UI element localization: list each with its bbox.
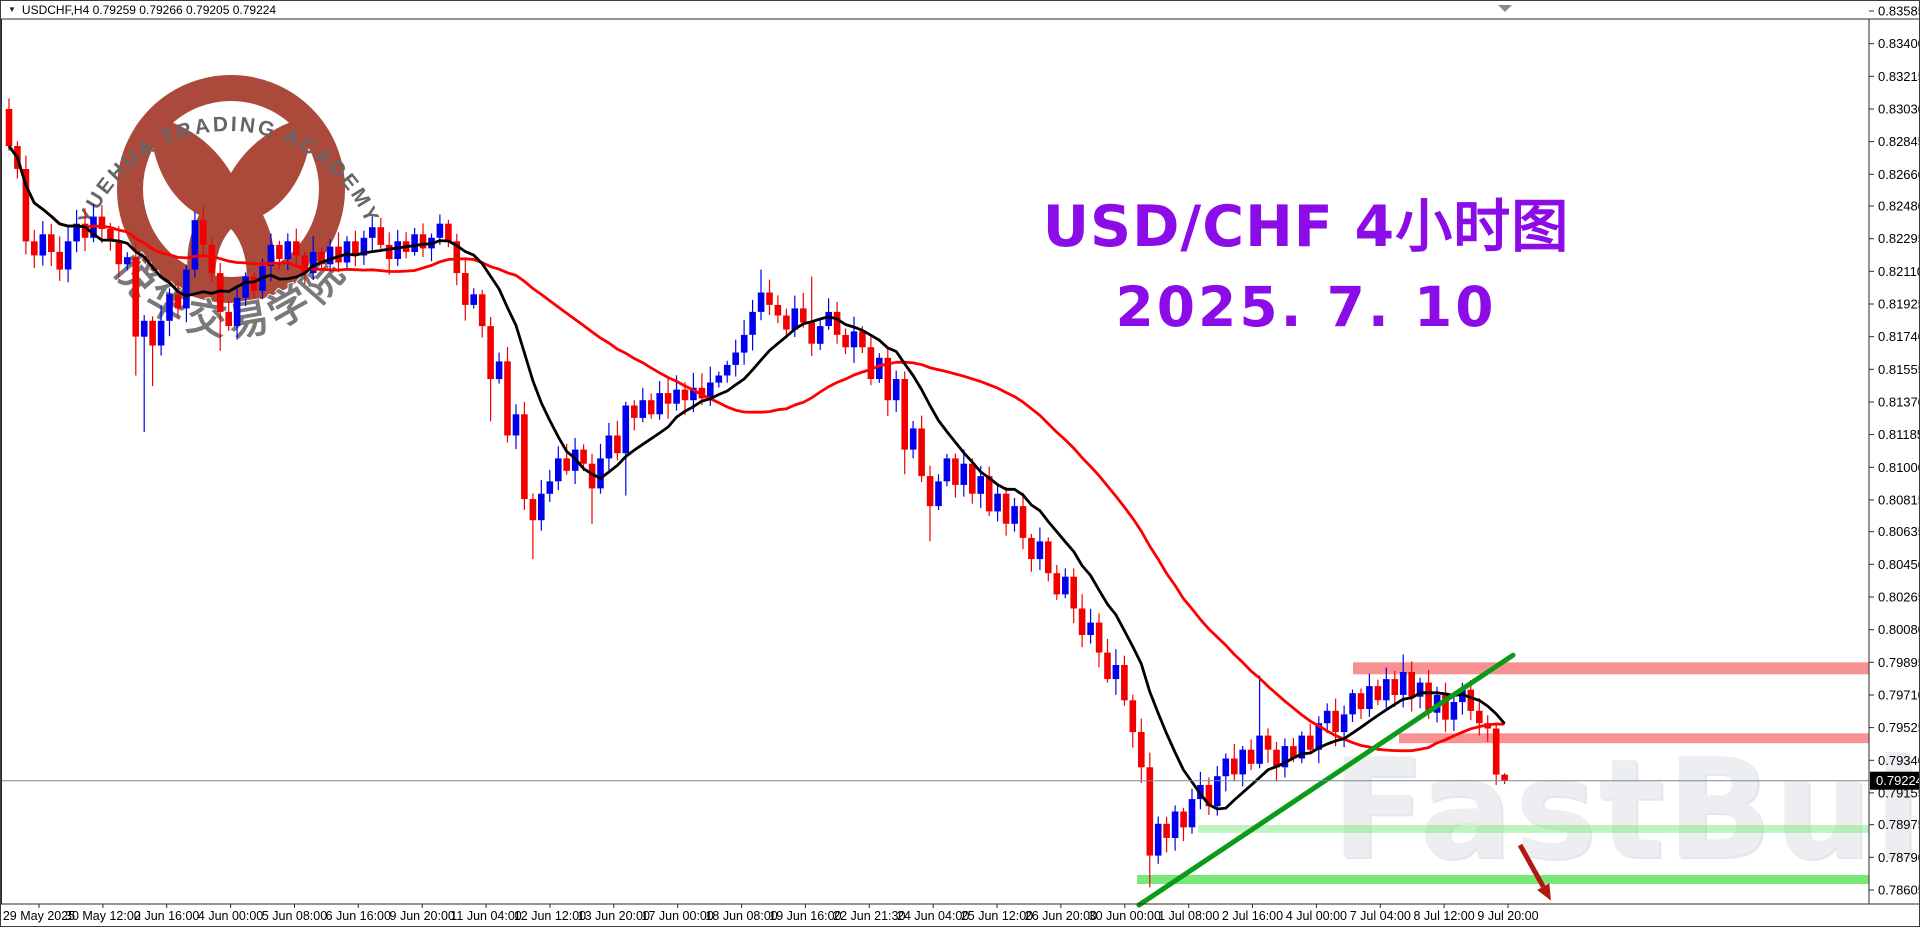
time-axis-label: 2 Jul 16:00 (1222, 909, 1283, 923)
support-zone (1198, 825, 1869, 833)
time-axis-label: 5 Jun 08:00 (262, 909, 327, 923)
slow-ma-line (7, 145, 1505, 753)
resistance-zone (1353, 662, 1869, 675)
time-axis-label: 30 Jun 00:00 (1089, 909, 1161, 923)
fast-ma-line (7, 145, 1506, 811)
price-axis-label: 0.79525 (1878, 720, 1920, 735)
chart-annotation-title: USD/CHF 4小时图 2025. 7. 10 (1021, 181, 1591, 339)
time-axis-label: 12 Jun 12:00 (514, 909, 586, 923)
price-axis-label: 0.81925 (1878, 297, 1920, 312)
price-axis-label: 0.82295 (1878, 231, 1920, 246)
time-axis-label: 4 Jul 00:00 (1286, 909, 1347, 923)
trendline[interactable] (1136, 652, 1516, 908)
symbol-dropdown-icon[interactable]: ▼ (8, 5, 16, 14)
support-zone (1137, 875, 1869, 884)
price-axis-label: 0.83585 (1878, 4, 1920, 19)
time-axis-label: 22 Jun 21:30 (833, 909, 905, 923)
time-axis-label: 29 May 2025 (3, 909, 75, 923)
annotation-line1: USD/CHF 4小时图 (1042, 194, 1570, 260)
time-axis-label: 8 Jul 12:00 (1414, 909, 1475, 923)
chart-title-text: USDCHF,H4 0.79259 0.79266 0.79205 0.7922… (21, 3, 277, 17)
time-axis-label: 25 Jun 12:00 (961, 909, 1033, 923)
fastbull-watermark: FastBull (1331, 729, 1920, 890)
time-axis-label: 30 May 12:00 (65, 909, 141, 923)
annotation-line2: 2025. 7. 10 (1115, 275, 1497, 339)
chart-shift-marker-icon[interactable] (1498, 5, 1512, 12)
time-axis-label: 4 Jun 00:00 (198, 909, 263, 923)
time-axis-label: 19 Jun 16:00 (769, 909, 841, 923)
down-arrow-annotation[interactable] (1517, 843, 1551, 901)
time-axis-label: 26 Jun 20:00 (1025, 909, 1097, 923)
time-axis-label: 7 Jul 04:00 (1350, 909, 1411, 923)
price-axis-label: 0.83215 (1878, 69, 1920, 84)
price-axis-label: 0.81555 (1878, 362, 1920, 377)
time-axis-label: 24 Jun 04:00 (897, 909, 969, 923)
supply-demand-zones (1137, 662, 1869, 884)
price-axis-label: 0.79895 (1878, 655, 1920, 670)
time-axis-label: 18 Jun 08:00 (705, 909, 777, 923)
price-axis-label: 0.80815 (1878, 492, 1920, 507)
time-axis-label: 13 Jun 20:00 (578, 909, 650, 923)
time-axis-label: 1 Jul 08:00 (1158, 909, 1219, 923)
chart-title-bar: ▼ USDCHF,H4 0.79259 0.79266 0.79205 0.79… (1, 1, 1919, 19)
time-axis-label: 2 Jun 16:00 (134, 909, 199, 923)
time-axis-label: 6 Jun 16:00 (326, 909, 391, 923)
price-axis-label: 0.80635 (1878, 524, 1920, 539)
price-axis-label: 0.78605 (1878, 883, 1920, 898)
svg-text:0.79224: 0.79224 (1876, 773, 1920, 788)
price-axis-label: 0.81185 (1878, 427, 1920, 442)
candlestick-series (5, 98, 1508, 888)
price-axis-label: 0.78975 (1878, 817, 1920, 832)
price-axis-label: 0.82110 (1878, 264, 1920, 279)
time-axis-label: 9 Jul 20:00 (1477, 909, 1538, 923)
bid-price-box: 0.79224 (1870, 771, 1920, 790)
time-axis-label: 9 Jun 20:00 (390, 909, 455, 923)
price-axis-label: 0.80265 (1878, 590, 1920, 605)
time-axis-label: 17 Jun 00:00 (642, 909, 714, 923)
price-axis-label: 0.82845 (1878, 134, 1920, 149)
time-axis-label: 11 Jun 04:00 (450, 909, 521, 923)
resistance-zone (1399, 733, 1869, 744)
